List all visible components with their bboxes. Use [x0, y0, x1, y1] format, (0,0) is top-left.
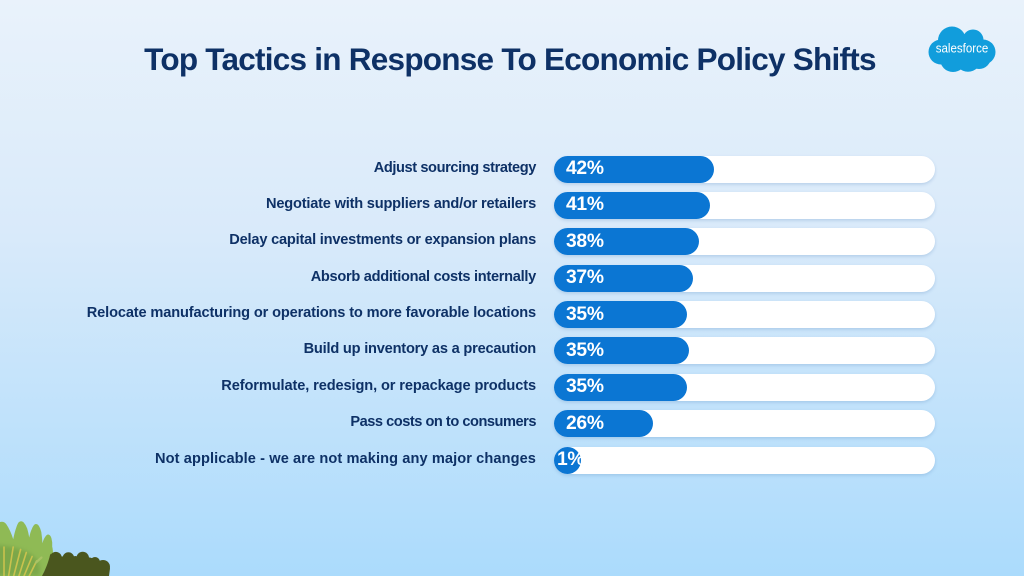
svg-text:salesforce: salesforce — [936, 41, 989, 56]
